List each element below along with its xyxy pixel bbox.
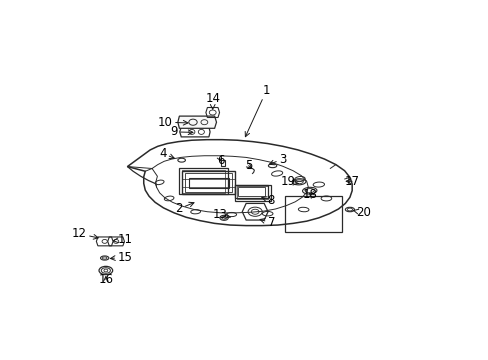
Bar [284, 195, 342, 232]
Text: 11: 11 [113, 233, 132, 246]
Text: 5: 5 [244, 159, 252, 172]
Bar [178, 168, 227, 194]
Text: 7: 7 [260, 216, 275, 229]
Text: 18: 18 [303, 188, 317, 201]
Text: 17: 17 [344, 175, 359, 188]
Text: 10: 10 [158, 116, 187, 129]
Bar [237, 186, 267, 199]
Text: 3: 3 [269, 153, 286, 166]
Text: 2: 2 [175, 202, 194, 216]
Bar [181, 170, 224, 193]
Text: 15: 15 [110, 251, 132, 264]
Text: 20: 20 [352, 206, 370, 219]
Polygon shape [178, 116, 216, 128]
Text: 16: 16 [98, 273, 113, 286]
Text: 4: 4 [159, 147, 174, 160]
Text: 14: 14 [205, 92, 220, 109]
Text: 19: 19 [280, 175, 298, 188]
Text: 6: 6 [217, 154, 224, 167]
Bar [221, 159, 224, 166]
Text: 12: 12 [72, 228, 98, 240]
Text: 9: 9 [170, 125, 193, 138]
Text: 8: 8 [261, 194, 274, 207]
Bar [234, 185, 270, 201]
Text: 13: 13 [212, 208, 230, 221]
Text: 1: 1 [244, 84, 270, 137]
